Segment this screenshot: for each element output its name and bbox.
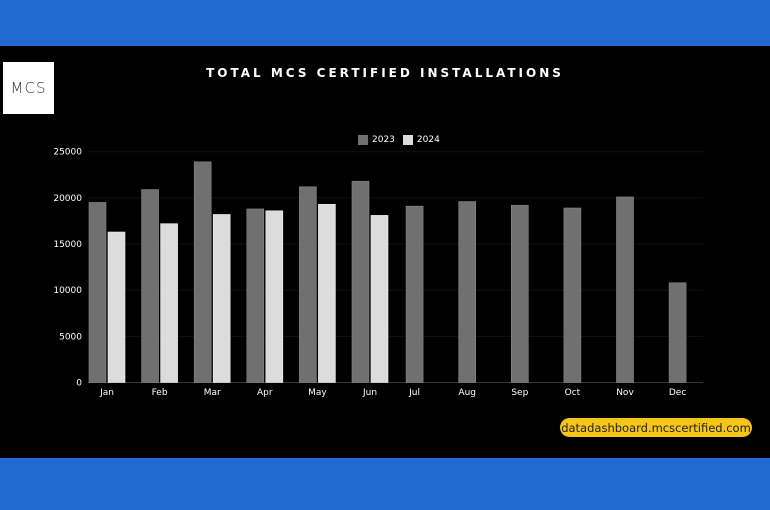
legend: 2023 2024 [358, 135, 440, 145]
bar-2023-feb [141, 189, 159, 383]
y-tick-label: 25000 [53, 148, 82, 158]
x-tick-label: Apr [257, 388, 273, 398]
bar-2023-nov [616, 196, 634, 383]
bar-2024-jun [370, 215, 389, 383]
bar-2023-may [299, 186, 317, 383]
legend-label-2024: 2024 [416, 135, 440, 145]
y-tick-label: 10000 [53, 286, 82, 296]
bar-2024-mar [212, 214, 231, 383]
bar-2023-jun [351, 180, 370, 383]
y-tick-label: 20000 [53, 194, 82, 204]
x-tick-label: Aug [458, 388, 476, 398]
x-tick-label: Oct [565, 388, 581, 398]
x-tick-label: Feb [152, 388, 168, 398]
bar-2023-jan [88, 202, 107, 383]
x-tick-label: Mar [204, 388, 221, 398]
x-tick-label: May [308, 388, 327, 398]
x-tick-label: Nov [616, 388, 634, 398]
bar-2023-aug [458, 201, 477, 383]
bar-2023-dec [668, 282, 687, 383]
bar-2024-feb [160, 223, 178, 383]
y-tick-label: 15000 [53, 240, 82, 250]
x-tick-label: Dec [669, 388, 686, 398]
x-tick-label: Jun [362, 388, 377, 398]
source-url-badge[interactable]: datadashboard.mcscertified.com [560, 418, 752, 437]
x-tick-label: Jan [99, 388, 114, 398]
bar-2023-oct [563, 207, 582, 383]
y-tick-label: 5000 [59, 332, 82, 342]
y-tick-label: 0 [76, 379, 82, 389]
bar-2023-jul [405, 205, 424, 383]
legend-label-2023: 2023 [372, 135, 395, 145]
legend-swatch-2024 [402, 135, 413, 145]
top-banner [0, 0, 770, 46]
bar-2024-jan [107, 231, 126, 383]
x-tick-label: Jul [408, 388, 420, 398]
bar-2023-mar [193, 161, 212, 383]
x-tick-label: Sep [511, 388, 528, 398]
logo-text: MCS [10, 79, 47, 97]
mcs-logo: MCS [3, 62, 54, 114]
bar-2023-apr [246, 208, 265, 383]
legend-swatch-2023 [358, 135, 368, 145]
bar-2024-may [318, 204, 336, 383]
bottom-banner [0, 458, 770, 510]
chart-title: TOTAL MCS CERTIFIED INSTALLATIONS [206, 66, 564, 80]
bar-2024-apr [265, 210, 284, 383]
bar-2023-sep [510, 204, 529, 383]
